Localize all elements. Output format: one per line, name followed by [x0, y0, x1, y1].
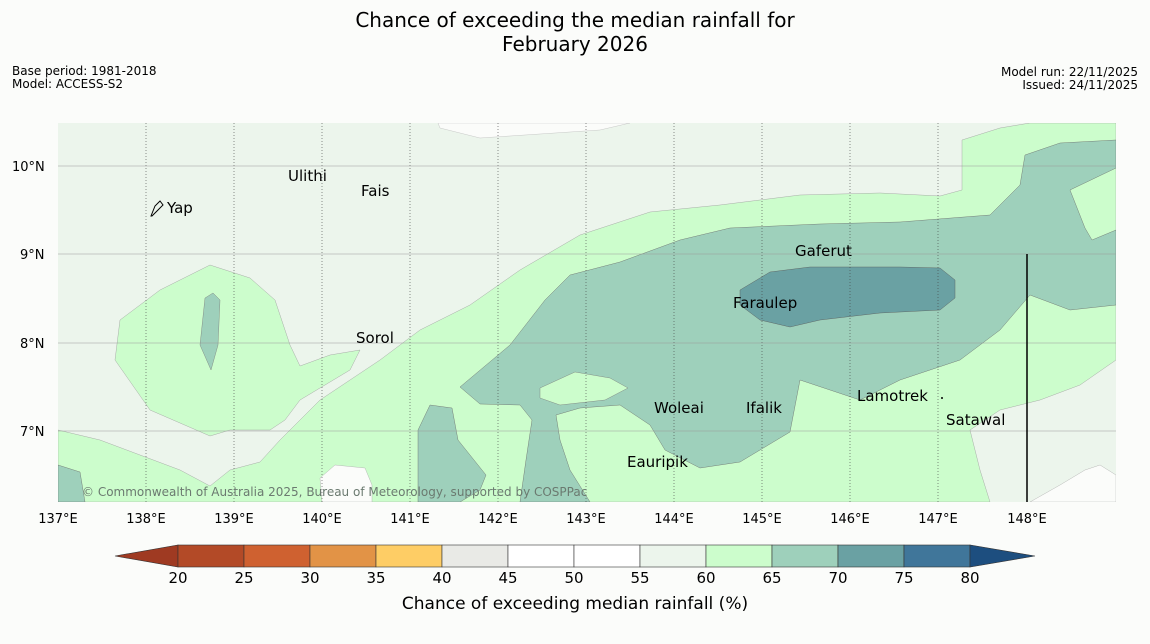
chart-title: Chance of exceeding the median rainfall …: [0, 8, 1150, 56]
lon-tick: 142°E: [478, 512, 518, 527]
copyright-notice: © Commonwealth of Australia 2025, Bureau…: [82, 485, 587, 499]
field-60-65-pocket: [539, 371, 629, 406]
field-70-75: [739, 266, 956, 328]
meta-right: Model run: 22/11/2025 Issued: 24/11/2025: [1001, 66, 1138, 92]
place-lamotrek: Lamotrek: [857, 387, 928, 405]
colorbar-tick-label: 35: [366, 569, 385, 587]
lon-tick: 145°E: [742, 512, 782, 527]
title-line-2: February 2026: [502, 32, 648, 56]
lat-tick-8: 8°N: [20, 337, 45, 352]
colorbar-segment: [705, 544, 773, 568]
colorbar-segment: [243, 544, 311, 568]
colorbar-label: Chance of exceeding median rainfall (%): [401, 594, 749, 614]
colorbar-tick-label: 30: [300, 569, 319, 587]
place-satawal: Satawal: [946, 411, 1005, 429]
colorbar-tick-label: 25: [234, 569, 253, 587]
field-65-70-west: [199, 292, 221, 371]
colorbar-ticks: 20 25 30 35 40 45 50 55 60 65 70 75 80: [168, 569, 979, 587]
colorbar-segment: [903, 544, 971, 568]
gridlines: [58, 123, 1116, 502]
field-65-70-south: [417, 404, 487, 502]
colorbar-segment: [507, 544, 575, 568]
colorbar: [114, 544, 1036, 568]
colorbar-tick-label: 20: [168, 569, 187, 587]
map-area: [58, 123, 1116, 502]
colorbar-tick-label: 70: [828, 569, 847, 587]
lon-tick: 143°E: [566, 512, 606, 527]
field-50-55-top: [437, 123, 631, 139]
place-gaferut: Gaferut: [795, 242, 852, 260]
colorbar-segment: [375, 544, 443, 568]
colorbar-segment: [573, 544, 641, 568]
meta-left: Base period: 1981-2018 Model: ACCESS-S2: [12, 65, 157, 91]
colorbar-segment: [309, 544, 377, 568]
lon-tick: 138°E: [126, 512, 166, 527]
title-line-1: Chance of exceeding the median rainfall …: [355, 8, 795, 32]
place-eauripik: Eauripik: [627, 453, 688, 471]
lon-tick: 137°E: [38, 512, 78, 527]
lon-tick: 140°E: [302, 512, 342, 527]
colorbar-over-arrow: [969, 544, 1036, 568]
lon-tick: 139°E: [214, 512, 254, 527]
model-run: Model run: 22/11/2025: [1000, 65, 1138, 79]
colorbar-tick-label: 65: [762, 569, 781, 587]
colorbar-tick-label: 75: [894, 569, 913, 587]
base-period: Base period: 1981-2018: [12, 64, 157, 78]
field-65-70-sw: [58, 464, 86, 502]
lon-tick: 148°E: [1007, 512, 1047, 527]
colorbar-segment: [177, 544, 245, 568]
place-ulithi: Ulithi: [288, 167, 327, 185]
colorbar-segment: [441, 544, 509, 568]
lon-tick: 144°E: [654, 512, 694, 527]
lon-tick: 141°E: [390, 512, 430, 527]
place-faraulep: Faraulep: [733, 294, 797, 312]
lat-tick-9: 9°N: [20, 248, 45, 263]
lon-tick: 147°E: [918, 512, 958, 527]
colorbar-tick-label: 45: [498, 569, 517, 587]
yap-island-shape: [150, 200, 164, 217]
lat-tick-7: 7°N: [20, 425, 45, 440]
lat-tick-10: 10°N: [12, 160, 45, 175]
colorbar-segment: [771, 544, 839, 568]
field-50-55-south: [319, 464, 373, 502]
place-sorol: Sorol: [356, 329, 394, 347]
atoll-dot: [941, 397, 943, 399]
colorbar-tick-label: 40: [432, 569, 451, 587]
issued-date: Issued: 24/11/2025: [1022, 78, 1138, 92]
place-ifalik: Ifalik: [746, 399, 782, 417]
place-woleai: Woleai: [654, 399, 704, 417]
lon-tick: 146°E: [830, 512, 870, 527]
colorbar-tick-label: 55: [630, 569, 649, 587]
lon-ticks: 137°E 138°E 139°E 140°E 141°E 142°E 143°…: [38, 512, 1047, 527]
colorbar-segment: [639, 544, 707, 568]
colorbar-tick-label: 60: [696, 569, 715, 587]
field-50-55-br: [1029, 464, 1116, 502]
field-60-65-west: [114, 264, 361, 437]
colorbar-tick-label: 50: [564, 569, 583, 587]
colorbar-segment: [837, 544, 905, 568]
place-fais: Fais: [361, 182, 390, 200]
colorbar-under-arrow: [114, 544, 179, 568]
model-name: Model: ACCESS-S2: [12, 77, 124, 91]
place-yap: Yap: [166, 199, 193, 217]
colorbar-tick-label: 80: [960, 569, 979, 587]
